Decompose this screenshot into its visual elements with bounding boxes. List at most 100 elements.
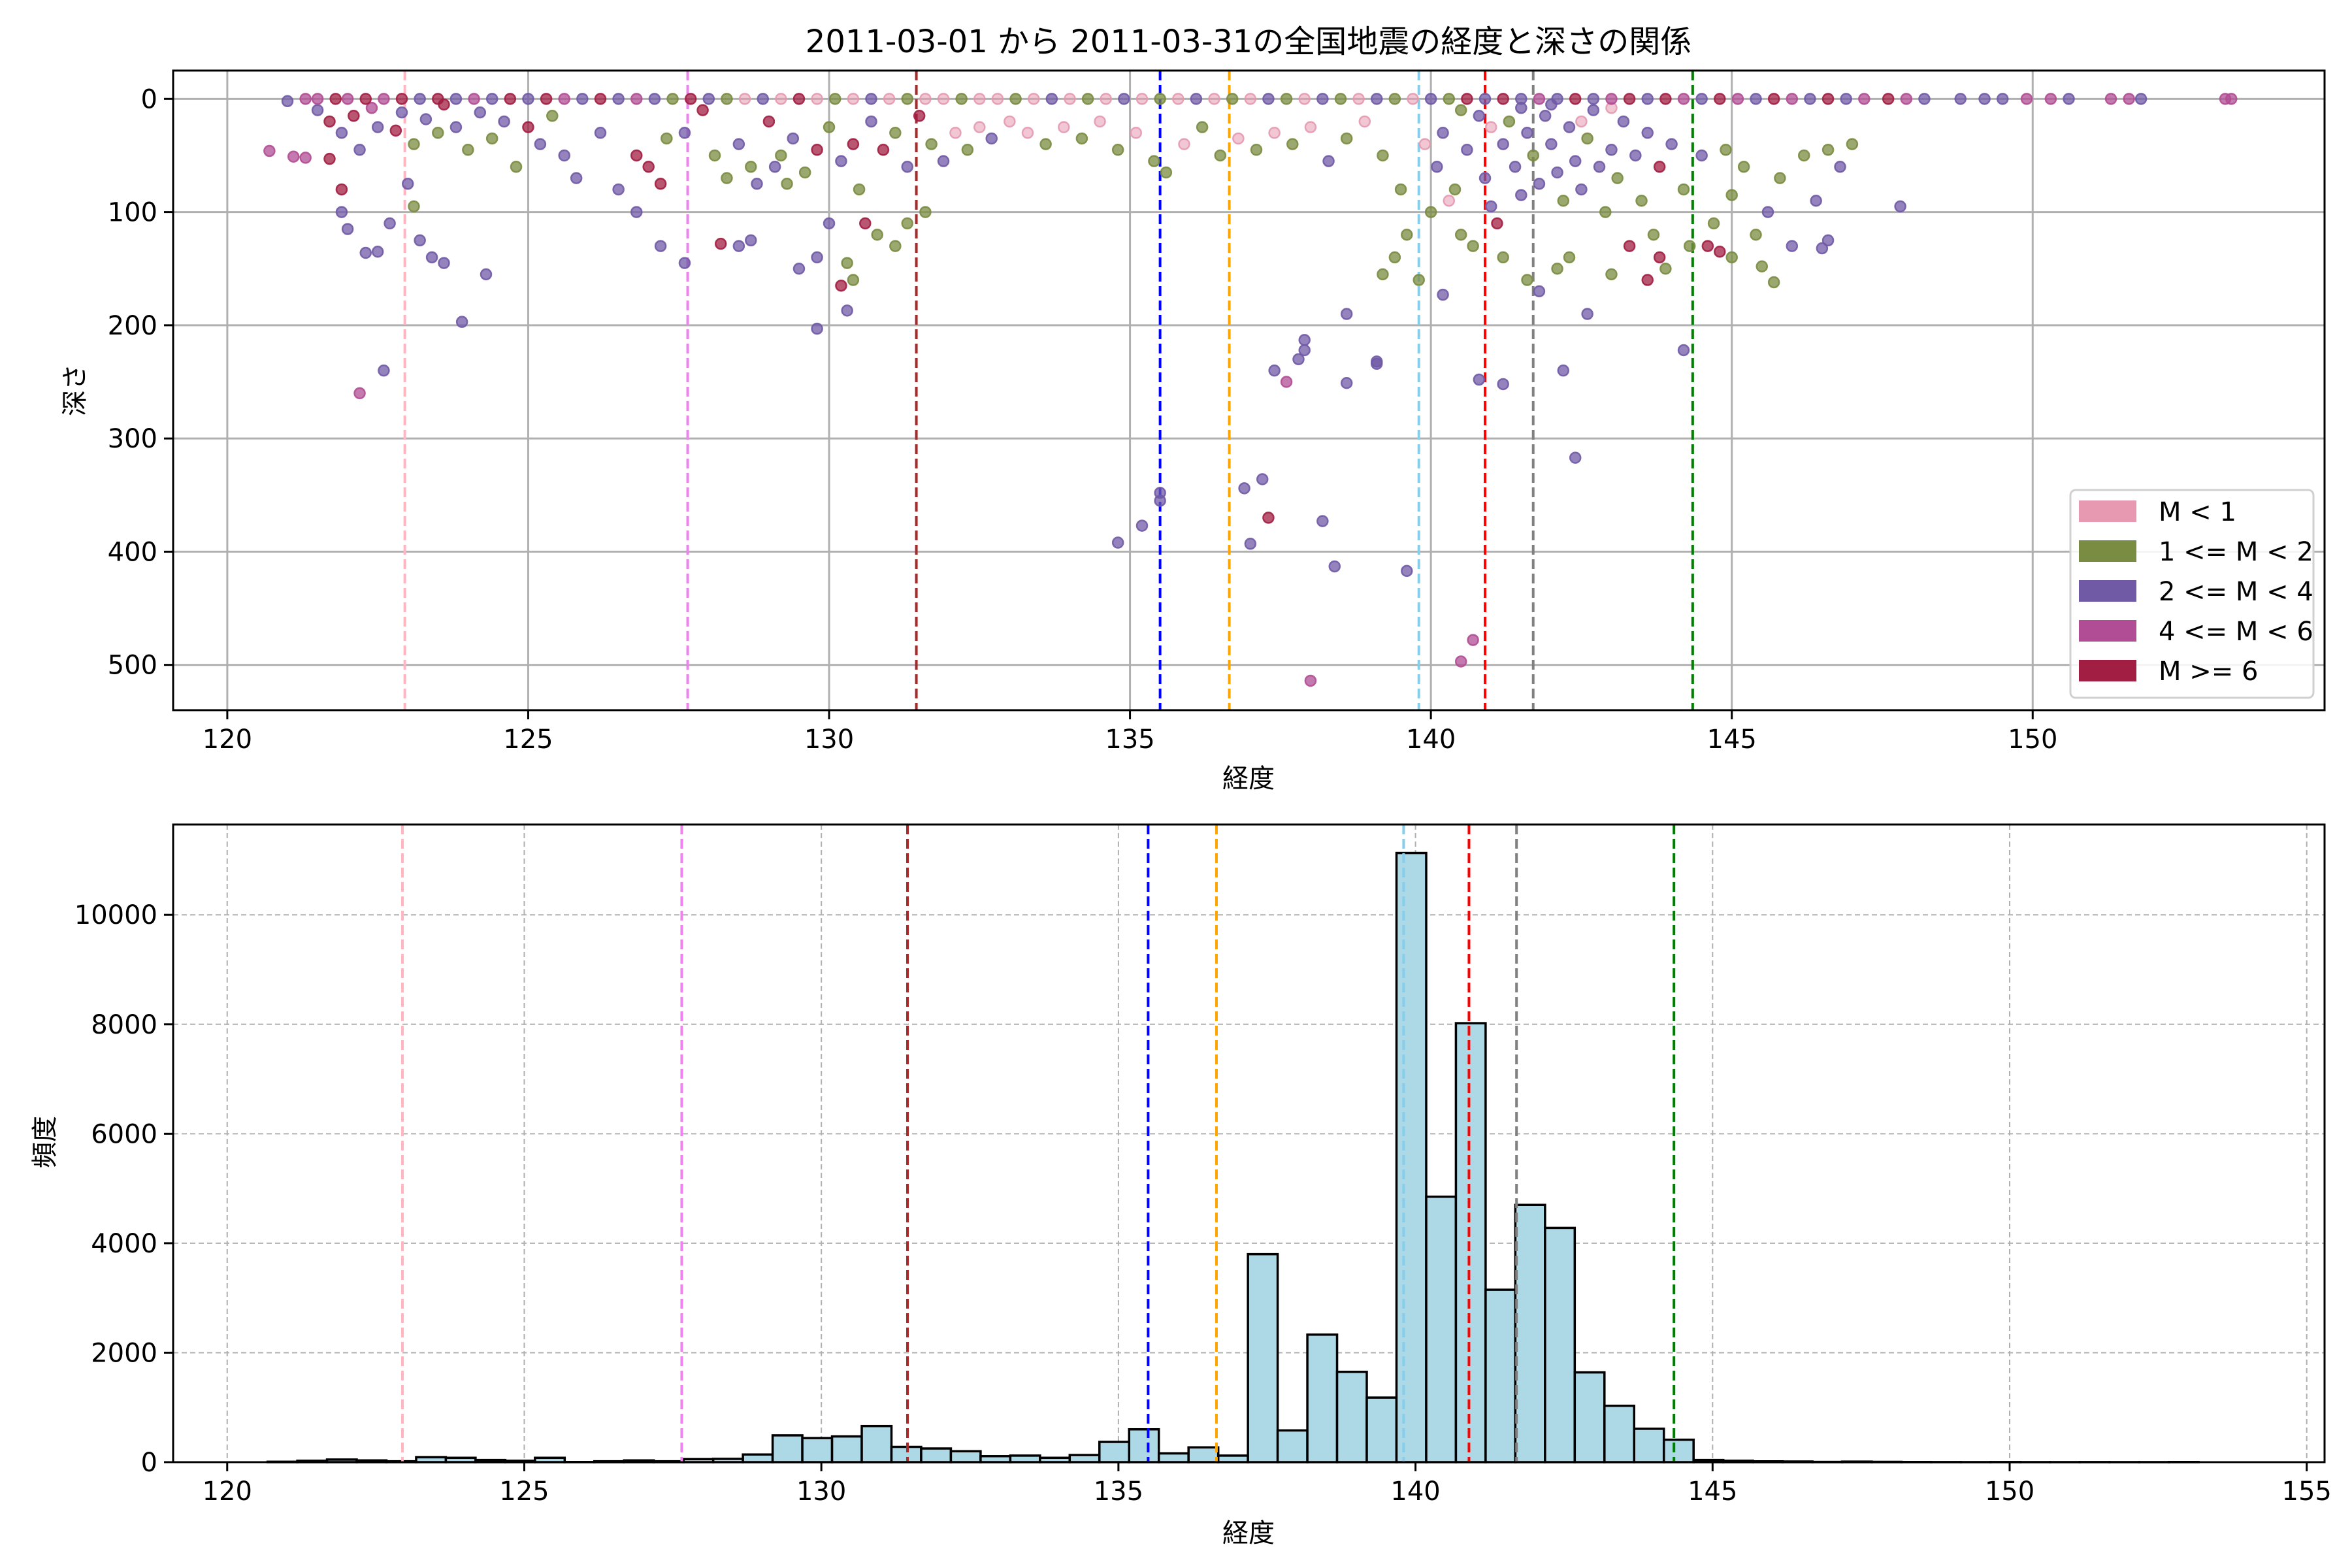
scatter-point (401, 178, 414, 190)
scatter-point (1027, 93, 1040, 105)
legend-label: M >= 6 (2159, 657, 2258, 687)
legend-swatch (2079, 500, 2136, 522)
scatter-point (1130, 127, 1143, 139)
scatter-point (642, 161, 655, 173)
scatter-point (1846, 138, 1859, 150)
histogram-bar (1395, 851, 1428, 1463)
scatter-point (661, 132, 673, 145)
scatter-point (570, 172, 583, 184)
histogram-bar (1098, 1441, 1131, 1463)
scatter-point (1377, 149, 1389, 162)
scatter-point (1569, 451, 1582, 464)
scatter-point (1208, 93, 1220, 105)
scatter-point (1407, 93, 1419, 105)
scatter-point (1840, 93, 1852, 105)
scatter-point (823, 121, 836, 133)
scatter-point (1340, 376, 1353, 389)
scatter-y-tick-label: 100 (108, 198, 157, 228)
scatter-axes: 120 125 130 135 140 145 150 0 100 200 300 400 500 経度… (60, 69, 2326, 794)
scatter-point (1316, 515, 1329, 527)
scatter-x-tick-label: 135 (1105, 725, 1154, 755)
scatter-point (732, 138, 745, 150)
scatter-point (1135, 93, 1149, 105)
scatter-point (985, 132, 998, 145)
histogram-bar (1187, 1446, 1220, 1463)
scatter-x-tick-label: 125 (503, 725, 553, 755)
scatter-point (853, 183, 866, 196)
scatter-point (1605, 268, 1618, 281)
histogram-bar (1514, 1203, 1546, 1463)
scatter-point (1767, 93, 1780, 105)
scatter-point (714, 237, 727, 250)
scatter-point (1454, 655, 1467, 668)
histogram-bar (1425, 1195, 1458, 1463)
scatter-point (798, 166, 811, 179)
scatter-point (889, 240, 902, 252)
scatter-point (732, 240, 745, 252)
scatter-point (1677, 93, 1690, 105)
scatter-point (384, 217, 396, 230)
scatter-point (263, 144, 276, 157)
scatter-point (510, 161, 523, 173)
scatter-point (1653, 251, 1666, 264)
scatter-point (1401, 228, 1413, 241)
scatter-point (408, 200, 420, 213)
histogram-bar (1335, 1371, 1368, 1463)
scatter-point (329, 93, 342, 105)
histogram-bar (742, 1453, 774, 1463)
histogram-bar (1157, 1452, 1190, 1463)
scatter-point (1298, 344, 1311, 357)
scatter-point (1286, 138, 1299, 150)
scatter-point (1611, 172, 1624, 184)
histogram-axes-frame (172, 823, 2326, 1463)
scatter-point (757, 93, 769, 105)
histogram-x-tick-label: 150 (1985, 1477, 2034, 1507)
scatter-y-tick-label: 0 (141, 84, 157, 114)
scatter-point (1575, 115, 1588, 128)
scatter-point (389, 124, 402, 137)
scatter-point (648, 93, 661, 105)
scatter-point (1761, 206, 1774, 218)
histogram-x-tick-label: 145 (1688, 1477, 1737, 1507)
scatter-point (1304, 121, 1317, 133)
scatter-point (474, 106, 487, 119)
scatter-point (901, 93, 914, 105)
scatter-y-label: 深さ (60, 364, 90, 416)
scatter-point (2134, 93, 2148, 105)
scatter-point (745, 234, 757, 247)
scatter-point (961, 144, 974, 156)
scatter-point (1075, 132, 1088, 145)
histogram-bar (1247, 1252, 1279, 1463)
scatter-point (558, 93, 570, 105)
histogram-x-tick-label: 125 (499, 1477, 549, 1507)
scatter-point (1641, 93, 1654, 105)
scatter-point (678, 127, 691, 139)
scatter-point (925, 138, 938, 150)
scatter-point (353, 144, 366, 156)
scatter-point (823, 217, 836, 230)
scatter-point (1816, 242, 1829, 255)
legend-label: M < 1 (2159, 497, 2236, 527)
histogram-x-tick-label: 130 (796, 1477, 846, 1507)
scatter-point (1659, 93, 1672, 105)
scatter-point (612, 183, 625, 196)
scatter-point (1545, 98, 1558, 111)
histogram-axes: 120 125 130 135 140 145 150 155 0 2000 4000 6000 800… (30, 823, 2332, 1548)
scatter-x-tick-label: 150 (2008, 725, 2057, 755)
scatter-point (1551, 166, 1563, 179)
scatter-x-tick-label: 120 (203, 725, 252, 755)
scatter-point (1527, 149, 1539, 162)
scatter-point (1292, 353, 1305, 366)
legend-label: 2 <= M < 4 (2159, 577, 2313, 607)
scatter-point (901, 161, 914, 173)
scatter-point (775, 93, 787, 105)
scatter-point (835, 279, 847, 292)
scatter-point (1497, 138, 1509, 150)
scatter-point (871, 228, 883, 241)
scatter-point (348, 110, 360, 122)
scatter-point (1750, 93, 1762, 105)
scatter-point (1328, 560, 1341, 573)
scatter-point (1821, 144, 1835, 156)
scatter-point (414, 234, 426, 247)
scatter-point (1503, 115, 1516, 128)
